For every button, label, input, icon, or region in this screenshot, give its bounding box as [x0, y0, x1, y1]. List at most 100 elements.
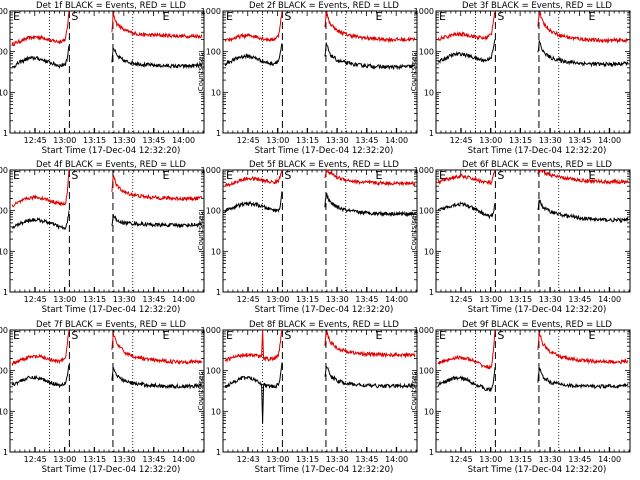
lld-series-line	[111, 332, 203, 366]
y-tick-label: 100	[206, 207, 221, 216]
y-tick-label: 100	[0, 367, 8, 376]
state-marker-e: E	[439, 10, 446, 23]
state-marker-e: E	[375, 169, 382, 182]
y-tick-label: 1	[429, 129, 434, 138]
y-tick-label: 100	[419, 367, 434, 376]
panel-title: Det 9f BLACK = Events, RED = LLD	[462, 320, 612, 330]
x-tick-label: 12:45	[237, 136, 260, 145]
detector-panel: Det 1f BLACK = Events, RED = LLD 1 10 100 10…	[0, 1, 205, 156]
y-tick-label: 1000	[0, 7, 8, 16]
plot-frame	[222, 169, 418, 293]
x-tick-label: 13:15	[509, 136, 532, 145]
x-axis-title: Start Time (17-Dec-04 12:32:20)	[255, 305, 394, 315]
y-tick-label: 10	[211, 407, 221, 416]
detector-panel: Det 3f BLACK = Events, RED = LLD 1 10 100 10…	[410, 1, 631, 156]
x-tick-label: 13:45	[142, 136, 165, 145]
y-axis-title: Counts/sec	[410, 372, 418, 411]
lld-series-line	[437, 169, 496, 186]
events-series-line	[11, 364, 70, 389]
events-series-line	[324, 42, 416, 71]
events-series-line	[224, 43, 283, 67]
detector-panel: Det 8f BLACK = Events, RED = LLD 1 10 100 10…	[197, 320, 418, 475]
state-marker-e: E	[162, 169, 169, 182]
y-tick-label: 1	[3, 288, 8, 297]
state-marker-e: E	[226, 10, 233, 23]
state-marker-e: E	[439, 169, 446, 182]
plot-frame	[222, 10, 418, 134]
events-series-line	[437, 39, 496, 64]
x-tick-label: 13:15	[509, 455, 532, 464]
x-tick-label: 13:15	[83, 136, 106, 145]
detector-panel: Det 4f BLACK = Events, RED = LLD 1 10 100 10…	[0, 160, 205, 315]
lld-series-line	[437, 10, 496, 42]
y-tick-label: 1000	[201, 166, 221, 175]
y-tick-label: 10	[0, 247, 8, 256]
state-marker-s: S	[497, 169, 504, 182]
y-tick-label: 10	[0, 407, 8, 416]
x-tick-label: 13:00	[266, 136, 289, 145]
lld-series-line	[111, 175, 203, 202]
events-series-line	[537, 40, 629, 68]
x-tick-label: 14:00	[385, 295, 408, 304]
y-tick-label: 100	[419, 48, 434, 57]
lld-series-line	[224, 329, 283, 364]
x-axis-title: Start Time (17-Dec-04 12:32:20)	[42, 305, 181, 315]
events-series-line	[224, 191, 283, 214]
x-tick-label: 12:45	[24, 455, 47, 464]
events-series-line	[11, 210, 70, 231]
state-marker-s: S	[71, 10, 78, 23]
state-marker-s: S	[497, 10, 504, 23]
panel-title: Det 5f BLACK = Events, RED = LLD	[249, 160, 399, 170]
x-tick-label: 12:45	[24, 295, 47, 304]
y-tick-label: 10	[0, 88, 8, 97]
x-axis-title: Start Time (17-Dec-04 12:32:20)	[468, 465, 607, 475]
plot-frame	[9, 169, 205, 293]
state-marker-e: E	[226, 329, 233, 342]
x-axis-title: Start Time (17-Dec-04 12:32:20)	[42, 146, 181, 156]
events-series-line	[111, 214, 203, 229]
x-tick-label: 13:30	[326, 136, 349, 145]
x-tick-label: 14:00	[172, 136, 195, 145]
state-marker-e: E	[439, 329, 446, 342]
state-marker-e: E	[588, 329, 595, 342]
state-marker-s: S	[71, 169, 78, 182]
state-marker-s: S	[284, 329, 291, 342]
state-marker-s: S	[71, 329, 78, 342]
panel-title: Det 3f BLACK = Events, RED = LLD	[462, 1, 612, 11]
lld-series-line	[537, 11, 629, 45]
y-axis-title: Counts/sec	[197, 53, 205, 92]
x-tick-label: 13:45	[568, 455, 591, 464]
x-tick-label: 13:00	[479, 295, 502, 304]
events-series-line	[437, 200, 496, 220]
x-tick-label: 13:15	[296, 136, 319, 145]
y-tick-label: 1000	[414, 326, 434, 335]
state-marker-e: E	[162, 329, 169, 342]
state-marker-e: E	[588, 169, 595, 182]
y-tick-label: 10	[424, 407, 434, 416]
y-tick-label: 1000	[201, 7, 221, 16]
y-tick-label: 10	[211, 247, 221, 256]
x-tick-label: 14:00	[172, 455, 195, 464]
plot-frame	[435, 169, 631, 293]
y-tick-label: 1	[216, 448, 221, 457]
x-tick-label: 13:30	[539, 455, 562, 464]
x-tick-label: 13:45	[568, 295, 591, 304]
x-tick-label: 13:15	[83, 295, 106, 304]
lld-series-line	[11, 169, 70, 208]
y-axis-title: Counts/sec	[197, 212, 205, 251]
plot-frame	[435, 10, 631, 134]
x-tick-label: 13:30	[326, 455, 349, 464]
x-tick-label: 13:30	[113, 136, 136, 145]
x-tick-label: 13:00	[266, 295, 289, 304]
x-tick-label: 13:15	[296, 455, 319, 464]
y-tick-label: 1	[216, 288, 221, 297]
x-tick-label: 13:30	[326, 295, 349, 304]
state-marker-e: E	[375, 329, 382, 342]
events-series-line	[437, 367, 496, 393]
lld-series-line	[11, 329, 70, 367]
x-tick-label: 13:45	[142, 455, 165, 464]
detector-panel: Det 9f BLACK = Events, RED = LLD 1 10 100 10…	[410, 320, 631, 475]
events-series-line	[324, 193, 416, 218]
x-tick-label: 13:30	[539, 136, 562, 145]
panel-title: Det 6f BLACK = Events, RED = LLD	[462, 160, 612, 170]
